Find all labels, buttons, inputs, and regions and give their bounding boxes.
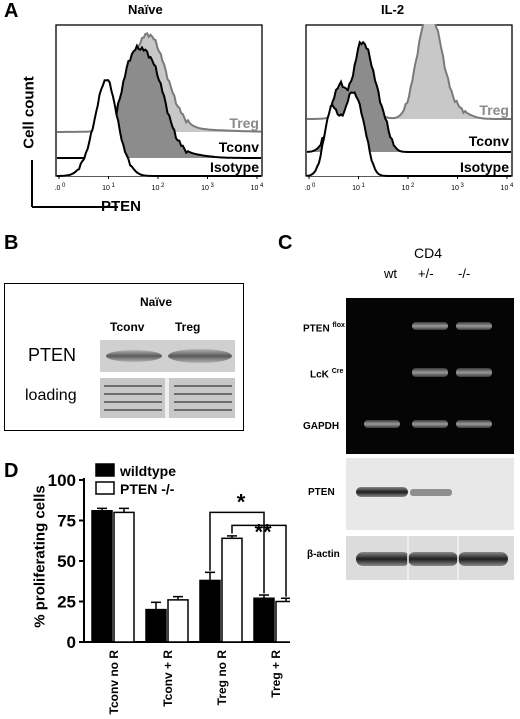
panel-c-band-cre-ko (456, 368, 492, 377)
significance-star: ** (254, 519, 272, 544)
tconv-label: Tconv (469, 133, 509, 149)
category-label: Treg no R (215, 650, 229, 706)
y-tick-label: 50 (57, 552, 76, 571)
panel-a-letter: A (4, 0, 19, 22)
panel-c-genotype-het: +/- (418, 266, 434, 281)
significance-bracket (231, 524, 287, 597)
panel-c-title: CD4 (414, 245, 443, 261)
bar-wildtype (145, 608, 167, 643)
bar-wildtype (199, 579, 221, 643)
isotype-histogram-line (57, 79, 261, 177)
panel-c-label-gapdh: GAPDH (303, 421, 340, 432)
isotype-histogram-line (306, 91, 511, 177)
tconv-histogram-fill (57, 45, 261, 158)
panel-b-row-loading: loading (25, 387, 77, 404)
panel-b-western-blot (100, 340, 235, 418)
panel-c-band-gapdh-ko (456, 420, 492, 428)
x-tick-label: 10 4 (501, 183, 514, 192)
panel-c-label-lck-cre: LcK Cre (310, 368, 343, 380)
bar-pten-ko (275, 600, 290, 643)
bar-pten-ko (167, 599, 189, 643)
isotype-label: Isotype (460, 159, 509, 175)
panel-b-header: Naïve (140, 295, 173, 309)
category-label: Treg + R (269, 650, 283, 698)
treg-label: Treg (229, 115, 259, 131)
panel-c-pten-flox-sup: flox (332, 322, 345, 329)
category-label: Tconv + R (161, 650, 175, 707)
bar-pten-ko (221, 537, 243, 643)
panel-c-band-flox-ko (456, 322, 492, 330)
panel-c-letter: C (278, 232, 293, 254)
y-tick-label: 25 (57, 593, 76, 612)
panel-a-histogram-il2: Treg Tconv Isotype 10 0 10 1 10 2 10 3 10 4 (305, 24, 514, 192)
panel-b-frame (4, 283, 244, 431)
panel-d-letter: D (4, 460, 19, 482)
panel-c-actin-band-ko (458, 552, 508, 566)
panel-c-label-actin: β-actin (307, 549, 340, 560)
x-tick-label: 10 3 (201, 183, 214, 192)
panel-c-label-pten: PTEN (308, 487, 335, 498)
y-tick-label: 0 (67, 633, 76, 652)
treg-label: Treg (479, 102, 509, 118)
tconv-label: Tconv (219, 139, 259, 155)
x-tick-label: 10 3 (451, 183, 464, 192)
isotype-label: Isotype (210, 159, 259, 175)
panel-c-pten-band-wt (356, 487, 408, 497)
panel-c-band-gapdh-het (412, 420, 448, 428)
panel-b-pten-band-tconv (106, 350, 162, 362)
bar-wildtype (253, 597, 275, 643)
panel-c-band-flox-het (412, 322, 448, 330)
bar-pten-ko (113, 511, 135, 643)
x-tick-label: 10 1 (352, 183, 365, 192)
panel-b-pten-band-treg (168, 349, 232, 363)
panel-c-label-pten-flox: PTEN flox (303, 322, 345, 334)
isotype-histogram-fill (307, 92, 511, 176)
panel-a-plot1-title: Naïve (128, 2, 163, 17)
panel-c-actin-band-het (408, 552, 458, 566)
x-tick-label: 10 4 (251, 183, 264, 192)
x-tick-label: 10 2 (152, 183, 165, 192)
panel-d-bar-chart: 0 25 50 75 100 Tconv no R Tconv + R Treg no R Tr… (48, 463, 290, 715)
bar-wildtype (91, 510, 113, 643)
panel-b-loading-bands (104, 385, 232, 411)
panel-c-actin-band-wt (356, 552, 410, 566)
y-tick-label: 75 (57, 512, 76, 531)
panel-a-ylabel: Cell count (20, 76, 38, 149)
legend-swatch (95, 481, 115, 495)
legend-swatch (95, 463, 115, 477)
panel-b-row-pten: PTEN (28, 345, 77, 365)
legend-label: wildtype (119, 463, 176, 479)
x-tick-label: 10 1 (102, 183, 115, 192)
x-tick-label: 10 0 (55, 183, 66, 192)
panel-c-pten-flox-text: PTEN (303, 323, 330, 335)
panel-a-outer-axis (31, 160, 118, 208)
panel-c-gels (346, 298, 514, 580)
tconv-histogram-line (306, 40, 511, 153)
panel-b-col-treg: Treg (175, 320, 201, 334)
significance-star: * (237, 489, 246, 514)
isotype-histogram-fill (57, 80, 261, 176)
x-tick-label: 10 2 (402, 183, 415, 192)
panel-c-pten-band-het (410, 489, 452, 496)
panel-a-histogram-naive: Treg Tconv Isotype 10 0 10 1 10 2 10 3 10 4 (55, 24, 264, 192)
panel-c-band-cre-het (412, 368, 448, 377)
panel-b-col-tconv: Tconv (110, 320, 145, 334)
panel-c-lck-cre-text: LcK (310, 369, 329, 381)
panel-c-band-gapdh-wt (364, 420, 400, 428)
panel-c-genotype-wt: wt (384, 266, 397, 281)
panel-a-xlabel: PTEN (101, 198, 142, 215)
category-label: Tconv no R (107, 650, 121, 715)
x-tick-label: 10 0 (305, 183, 316, 192)
significance-bracket (209, 511, 265, 594)
legend-label: PTEN -/- (120, 481, 175, 497)
panel-c-lck-cre-sup: Cre (331, 368, 344, 375)
panel-b-letter: B (4, 232, 19, 254)
y-tick-label: 100 (48, 471, 76, 490)
panel-c-genotype-ko: -/- (458, 266, 471, 281)
panel-a-plot2-title: IL-2 (381, 2, 405, 17)
